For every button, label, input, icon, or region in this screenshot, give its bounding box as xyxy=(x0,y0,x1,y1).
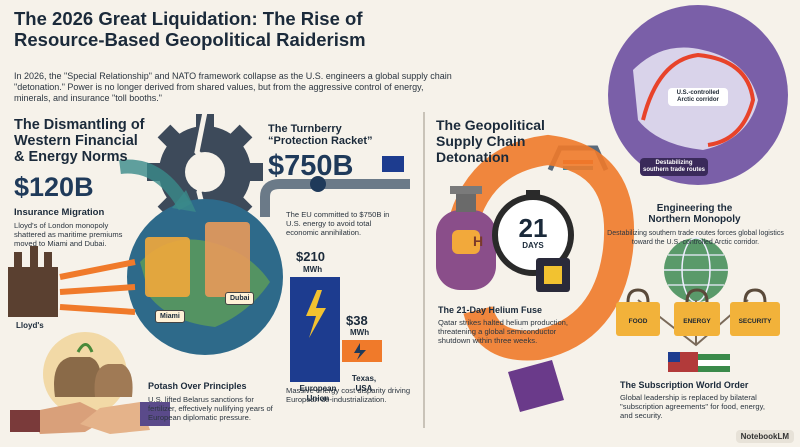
turnberry-title-line-1: The Turnberry xyxy=(268,123,342,135)
subscription-title: The Subscription World Order xyxy=(620,380,749,390)
left-heading-line-1: The Dismantling of xyxy=(14,117,145,133)
insurance-body: Lloyd's of London monopoly shattered as … xyxy=(14,221,123,248)
helium-body: Qatar strikes halted helium production, … xyxy=(438,318,569,345)
left-heading-line-3: & Energy Norms xyxy=(14,149,128,165)
left-illustration xyxy=(8,112,410,434)
notebooklm-brand: NotebookLM xyxy=(735,430,794,443)
arctic-corridor-label: U.S.-controlled Arctic corridor xyxy=(668,88,728,106)
insurance-value: $120B xyxy=(14,172,94,202)
globe-icon xyxy=(127,199,283,355)
right-heading: The Geopolitical Supply Chain Detonation xyxy=(436,117,545,165)
miami-label: Miami xyxy=(155,310,185,323)
lock-label-security: SECURITY xyxy=(738,318,772,325)
left-heading-line-2: Western Financial xyxy=(14,133,138,149)
handshake-icon xyxy=(10,402,170,434)
dubai-label: Dubai xyxy=(225,292,255,305)
right-heading-line-2: Supply Chain xyxy=(436,133,526,149)
eu-unit: MWh xyxy=(303,265,323,274)
page-title: The 2026 Great Liquidation: The Rise of … xyxy=(14,8,454,50)
fuse-canister-icon xyxy=(508,360,564,412)
northern-heading: Engineering the Northern Monopoly xyxy=(612,203,777,225)
turnberry-body: The EU committed to $750B in U.S. energy… xyxy=(286,210,390,237)
potash-body: U.S. lifted Belarus sanctions for fertil… xyxy=(148,395,273,422)
northern-title-line-1: Engineering the xyxy=(656,203,733,214)
eu-energy-bar xyxy=(290,277,340,382)
energy-caption: Massive energy cost disparity driving Eu… xyxy=(286,386,411,404)
potash-sacks-icon xyxy=(43,332,133,416)
insurance-title: Insurance Migration xyxy=(14,207,105,218)
helium-tank-letter: H xyxy=(472,233,484,249)
turnberry-value: $750B xyxy=(268,150,354,182)
timer-value: 21 xyxy=(518,213,548,243)
northern-title-line-2: Northern Monopoly xyxy=(648,214,741,225)
helium-title: The 21-Day Helium Fuse xyxy=(438,305,543,315)
left-heading: The Dismantling of Western Financial & E… xyxy=(14,117,145,165)
intro-text: In 2026, the "Special Relationship" and … xyxy=(14,71,452,103)
eu-flag-icon xyxy=(382,156,404,172)
eu-bar-label: European Union xyxy=(299,384,337,403)
us-bar-label: Texas, USA xyxy=(351,374,377,393)
title-line-2: Resource-Based Geopolitical Raiderism xyxy=(14,29,366,50)
lloyds-building-icon xyxy=(8,246,58,317)
us-unit: MWh xyxy=(350,328,370,337)
right-heading-line-1: The Geopolitical xyxy=(436,117,545,133)
world-globe-icon xyxy=(664,237,728,303)
lock-label-food: FOOD xyxy=(628,318,648,325)
subscription-body: Global leadership is replaced by bilater… xyxy=(620,393,765,420)
section-divider xyxy=(423,112,425,428)
timer-icon xyxy=(492,190,574,276)
lloyds-label: Lloyd's xyxy=(16,321,44,330)
chip-icon xyxy=(536,258,570,292)
right-heading-line-3: Detonation xyxy=(436,149,510,165)
southern-routes-label: Destabilizing southern trade routes xyxy=(640,158,708,176)
title-line-1: The 2026 Great Liquidation: The Rise of xyxy=(14,8,363,29)
turnberry-heading: The Turnberry “Protection Racket” xyxy=(268,123,373,147)
timer-unit: DAYS xyxy=(522,241,544,250)
northern-body: Destabilizing southern trade routes forc… xyxy=(607,230,784,246)
flag-handshake-icon xyxy=(668,352,730,372)
potash-title: Potash Over Principles xyxy=(148,381,247,391)
us-price: $38 xyxy=(346,313,368,328)
lock-icon xyxy=(616,288,780,336)
helium-tank-icon xyxy=(436,186,496,290)
eu-price: $210 xyxy=(296,249,325,264)
lock-label-energy: ENERGY xyxy=(683,318,711,325)
turnberry-title-line-2: “Protection Racket” xyxy=(268,135,373,147)
